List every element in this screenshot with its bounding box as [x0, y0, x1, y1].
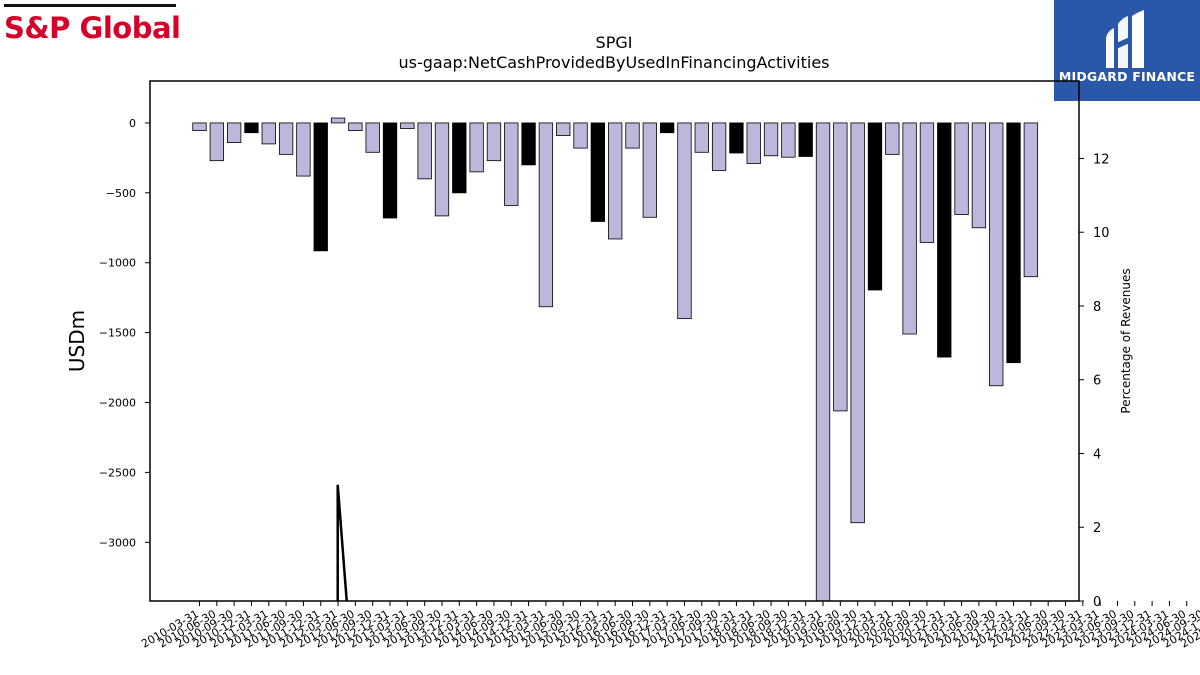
left-tick-label: −2500 — [99, 466, 136, 479]
bar — [556, 122, 571, 136]
bar — [452, 122, 467, 194]
bar — [573, 122, 588, 149]
left-tick-label: −2000 — [99, 397, 136, 410]
left-tick-label: −500 — [106, 187, 136, 200]
bar — [192, 122, 207, 132]
bar — [590, 122, 606, 222]
bar — [642, 122, 657, 218]
right-tick-label: 6 — [1093, 374, 1101, 389]
left-tick-label: −1500 — [99, 327, 136, 340]
percentage-line — [336, 484, 348, 602]
bar — [625, 122, 640, 149]
y-axis-label: USDm — [65, 310, 89, 372]
right-tick-label: 10 — [1093, 226, 1110, 241]
bar — [313, 122, 328, 252]
chart-subtitle: us-gaap:NetCashProvidedByUsedInFinancing… — [398, 53, 829, 72]
midgard-logo-text: MIDGARD FINANCE — [1058, 69, 1196, 84]
right-y-axis: 0 2 4 6 8 10 12 — [1079, 152, 1110, 610]
percentage-line-series — [336, 484, 348, 602]
bar — [885, 122, 900, 155]
bar — [850, 122, 865, 524]
chart-title: SPGI — [596, 33, 633, 52]
bar-series — [192, 117, 1039, 602]
bar — [261, 122, 276, 145]
bar — [729, 122, 744, 154]
bar — [677, 122, 692, 320]
left-tick-label: −1000 — [99, 257, 136, 270]
bar — [244, 122, 259, 134]
right-tick-label: 8 — [1093, 300, 1101, 315]
right-y-axis-label: Percentage of Revenues — [1119, 268, 1133, 413]
left-tick-label: 0 — [129, 117, 136, 130]
sp-global-logo-bar — [4, 4, 176, 7]
bar — [504, 122, 519, 206]
bar — [815, 122, 831, 602]
bar — [400, 122, 415, 129]
bar — [763, 122, 779, 157]
right-tick-label: 0 — [1093, 595, 1101, 610]
bar — [296, 122, 311, 177]
bar — [538, 122, 554, 308]
bar — [348, 122, 363, 132]
bar — [867, 122, 883, 291]
bar — [659, 122, 675, 134]
bar — [486, 122, 502, 162]
plot-frame — [149, 80, 1080, 602]
bar — [417, 122, 432, 180]
bar — [330, 117, 346, 124]
right-tick-label: 4 — [1093, 447, 1101, 462]
bar — [521, 122, 536, 166]
bar — [902, 122, 917, 335]
bar — [711, 122, 727, 171]
bar — [746, 122, 761, 164]
sp-global-logo: S&P Global — [4, 4, 181, 45]
left-tick-label: −3000 — [99, 536, 136, 549]
sp-global-logo-text: S&P Global — [4, 11, 181, 45]
bar — [1023, 122, 1039, 278]
bar — [971, 122, 987, 229]
bar — [833, 122, 848, 412]
left-y-axis: 0 −500 −1000 −1500 −2000 −2500 −3000 — [99, 117, 150, 549]
bar — [694, 122, 709, 153]
bar — [469, 122, 484, 173]
bar — [209, 122, 224, 162]
bar — [781, 122, 796, 158]
bar — [278, 122, 294, 155]
bar — [1006, 122, 1021, 364]
bar — [382, 122, 398, 219]
right-tick-label: 2 — [1093, 521, 1101, 536]
bar — [954, 122, 969, 215]
right-tick-label: 12 — [1093, 152, 1110, 167]
bar — [365, 122, 380, 153]
x-axis: 2010-03-312010-06-302010-09-302010-12-31… — [139, 601, 1200, 651]
bar — [798, 122, 813, 157]
bar — [919, 122, 935, 243]
bar — [226, 122, 242, 143]
bar — [608, 122, 623, 240]
midgard-mark-icon — [1106, 10, 1144, 68]
bar — [937, 122, 952, 358]
bar — [434, 122, 450, 217]
bar — [989, 122, 1004, 387]
